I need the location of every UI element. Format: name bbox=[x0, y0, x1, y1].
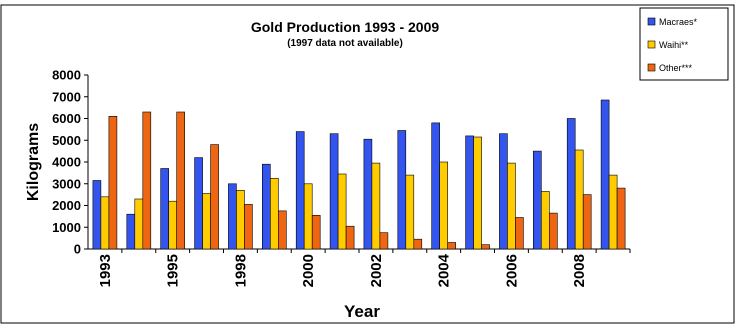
bar-other-1993 bbox=[108, 116, 118, 250]
y-tick-label: 4000 bbox=[52, 155, 81, 170]
legend-swatch bbox=[647, 17, 656, 26]
bar-other-1994 bbox=[142, 111, 152, 250]
bar-waihi-2005 bbox=[473, 136, 482, 250]
x-tick-label: 2006 bbox=[503, 254, 520, 287]
y-tick-label: 5000 bbox=[52, 133, 81, 148]
x-tick-label: 2000 bbox=[300, 254, 317, 287]
bar-other-1996 bbox=[210, 144, 219, 250]
bar-other-2000 bbox=[311, 215, 321, 250]
bar-waihi-1993 bbox=[100, 196, 110, 250]
bar-waihi-2004 bbox=[439, 161, 449, 250]
bar-other-2002 bbox=[379, 232, 389, 250]
bar-waihi-1994 bbox=[134, 198, 144, 250]
bar-other-2004 bbox=[447, 242, 457, 250]
x-tick-label: 2002 bbox=[368, 254, 385, 287]
bar-macraes-1995 bbox=[160, 168, 169, 250]
bar-other-2009 bbox=[616, 187, 626, 250]
y-tick-label: 1000 bbox=[52, 220, 81, 235]
bar-waihi-2006 bbox=[507, 162, 516, 250]
bar-other-1998 bbox=[244, 204, 253, 250]
bar-other-2003 bbox=[413, 238, 423, 250]
bar-macraes-2006 bbox=[499, 133, 508, 250]
chart-title: Gold Production 1993 - 2009 bbox=[251, 19, 439, 35]
legend-swatch bbox=[647, 63, 656, 72]
bar-macraes-1994 bbox=[126, 213, 136, 250]
legend-label: Other*** bbox=[659, 63, 693, 73]
y-axis-label: Kilograms bbox=[25, 123, 42, 201]
bar-waihi-1998 bbox=[236, 190, 245, 250]
y-tick-label: 7000 bbox=[52, 89, 81, 104]
x-tick-label: 2008 bbox=[571, 254, 588, 287]
bar-macraes-2000 bbox=[295, 131, 305, 250]
bar-waihi-2002 bbox=[371, 162, 381, 250]
legend-swatch bbox=[647, 40, 656, 49]
x-tick-label: 2004 bbox=[436, 253, 453, 287]
bar-waihi-2001 bbox=[337, 173, 347, 250]
bar-other-2007 bbox=[548, 212, 558, 250]
bar-waihi-2008 bbox=[574, 149, 584, 250]
bar-waihi-2007 bbox=[540, 191, 550, 250]
y-tick-label: 2000 bbox=[52, 198, 81, 213]
bar-waihi-1995 bbox=[168, 200, 177, 250]
x-axis-label: Year bbox=[344, 302, 380, 321]
bar-macraes-2009 bbox=[600, 99, 610, 250]
bar-macraes-2008 bbox=[566, 118, 576, 250]
plot-area: 0 1000 2000 3000 4000 5000 6000 7000 8000 1993 199… bbox=[52, 68, 631, 287]
bar-macraes-2005 bbox=[465, 135, 474, 250]
bar-macraes-2007 bbox=[532, 150, 542, 250]
bar-macraes-1999 bbox=[261, 163, 271, 250]
bar-macraes-2004 bbox=[431, 122, 441, 250]
bar-other-2008 bbox=[582, 194, 592, 250]
bar-macraes-1993 bbox=[92, 180, 102, 250]
x-tick-label: 1995 bbox=[165, 254, 182, 287]
bar-macraes-2003 bbox=[397, 130, 407, 250]
bar-waihi-2009 bbox=[608, 174, 618, 250]
y-tick-label: 8000 bbox=[52, 68, 81, 83]
bar-macraes-1998 bbox=[228, 183, 237, 250]
bar-waihi-2003 bbox=[405, 174, 415, 250]
bar-waihi-1999 bbox=[269, 178, 279, 250]
y-tick-label: 6000 bbox=[52, 111, 81, 126]
legend-label: Waihi** bbox=[659, 40, 689, 50]
y-tick-label: 3000 bbox=[52, 176, 81, 191]
bar-other-2005 bbox=[481, 244, 490, 250]
bar-other-1995 bbox=[176, 111, 185, 250]
bar-other-1999 bbox=[277, 210, 287, 250]
x-tick-label: 1998 bbox=[232, 254, 249, 287]
bar-macraes-1996 bbox=[194, 157, 203, 250]
bar-other-2001 bbox=[345, 225, 355, 250]
y-tick-label: 0 bbox=[74, 242, 81, 257]
bar-macraes-2002 bbox=[363, 138, 373, 250]
bar-other-2006 bbox=[515, 217, 524, 250]
chart-subtitle: (1997 data not available) bbox=[287, 38, 403, 49]
bar-waihi-1996 bbox=[202, 193, 211, 250]
bar-macraes-2001 bbox=[329, 133, 339, 250]
legend-label: Macraes* bbox=[659, 17, 698, 27]
x-tick-label: 1993 bbox=[97, 254, 114, 287]
bar-waihi-2000 bbox=[303, 183, 313, 250]
legend: Macraes* Waihi** Other*** bbox=[639, 7, 729, 81]
